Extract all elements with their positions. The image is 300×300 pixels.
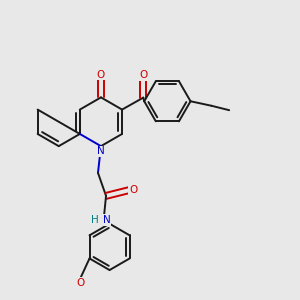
Text: O: O — [129, 185, 137, 195]
Text: N: N — [97, 146, 105, 157]
Text: O: O — [139, 70, 147, 80]
Text: N: N — [103, 215, 110, 225]
Text: H: H — [92, 215, 99, 225]
Text: O: O — [97, 70, 105, 80]
Text: O: O — [76, 278, 85, 287]
